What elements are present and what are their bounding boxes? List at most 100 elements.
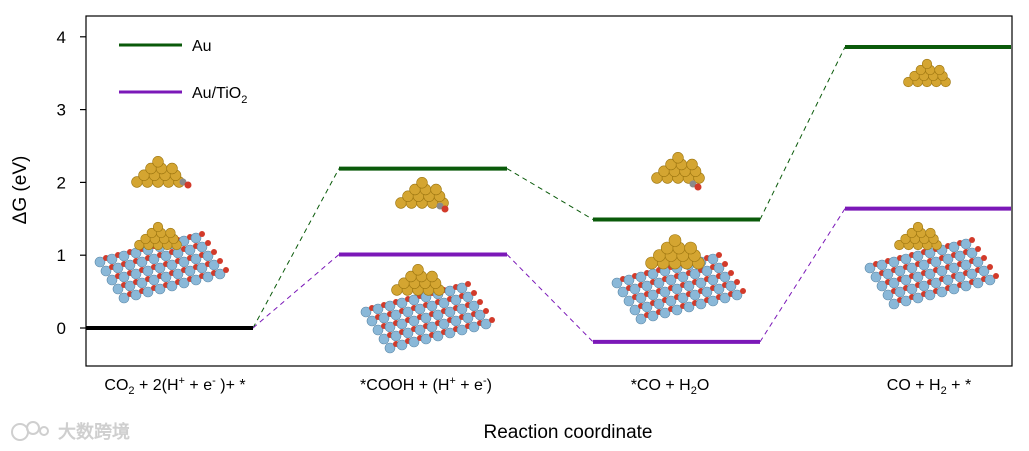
gold-atom: [152, 156, 164, 168]
o-atom: [205, 240, 211, 246]
au-on-tio2-3: [645, 234, 705, 270]
ti-atom: [154, 283, 166, 295]
ti-atom: [112, 283, 124, 295]
watermark-logo-icon: [11, 421, 49, 441]
watermark-text: 大数跨境: [58, 421, 130, 443]
ti-atom: [912, 292, 924, 304]
gold-atom: [166, 162, 178, 175]
gold-atom: [925, 227, 936, 239]
o-atom: [969, 237, 975, 243]
ti-atom: [100, 265, 112, 277]
connector-lines: [252, 46, 846, 343]
y-tick-label: 3: [57, 101, 66, 120]
o-atom: [981, 255, 987, 261]
au-cluster-1: [131, 156, 185, 188]
co-molecule-3: [689, 180, 702, 191]
ti-atom: [635, 313, 647, 325]
ti-atom: [936, 286, 948, 298]
au-cluster-4: [903, 58, 951, 88]
state-label-2: *COOH + (H+ + e-): [360, 375, 492, 394]
connector-au-tio2-3: [759, 208, 846, 343]
o-atom: [728, 270, 734, 276]
ti-atom: [888, 298, 900, 310]
gold-atom: [912, 221, 924, 233]
o-atom: [740, 288, 746, 294]
o-atom: [211, 249, 217, 255]
ti-atom: [366, 315, 378, 327]
gold-atom: [934, 64, 945, 76]
ti-atom: [695, 298, 707, 310]
ti-atom: [118, 292, 130, 304]
o-atom: [223, 267, 229, 273]
legend-au-label: Au: [192, 38, 212, 55]
au-cluster-3: [651, 152, 705, 184]
o-atom: [483, 308, 489, 314]
ti-atom: [360, 306, 372, 318]
gold-atom: [921, 58, 933, 70]
y-axis-ticks: 0 1 2 3 4: [57, 28, 86, 338]
ti-atom: [178, 277, 190, 289]
state-label-3: *CO + H2O: [631, 377, 710, 397]
x-axis-title: Reaction coordinate: [484, 422, 653, 443]
o-atom: [734, 279, 740, 285]
ti-atom: [882, 289, 894, 301]
o-atom: [975, 246, 981, 252]
gold-atom: [668, 234, 682, 247]
ti-atom: [707, 295, 719, 307]
gold-atom: [165, 227, 176, 239]
ti-atom: [731, 289, 743, 301]
ti-atom: [214, 268, 226, 280]
ti-atom: [984, 274, 996, 286]
y-tick-label: 2: [57, 173, 66, 192]
ti-atom: [166, 280, 178, 292]
tio2-slab-4: [864, 237, 999, 310]
ti-atom: [864, 262, 876, 274]
state-label-4: CO + H2 + *: [887, 377, 971, 397]
ti-atom: [611, 277, 623, 289]
co2-molecule-1: [179, 178, 192, 189]
cooh-molecule-2: [436, 202, 449, 213]
o-atom: [987, 264, 993, 270]
ti-atom: [130, 289, 142, 301]
y-tick-label: 4: [57, 28, 66, 47]
o-atom: [489, 317, 495, 323]
ti-atom: [924, 289, 936, 301]
o-atom: [184, 181, 192, 189]
gold-atom: [152, 221, 164, 233]
ti-atom: [420, 333, 432, 345]
watermark: 大数跨境: [11, 421, 130, 443]
ti-atom: [876, 280, 888, 292]
ti-atom: [683, 301, 695, 313]
ti-atom: [480, 318, 492, 330]
ti-atom: [617, 286, 629, 298]
gold-atom: [430, 183, 442, 196]
plot-frame: [85, 15, 1013, 367]
connector-au-1: [252, 168, 340, 329]
ti-atom: [142, 286, 154, 298]
gold-atom: [412, 264, 424, 276]
ti-atom: [960, 280, 972, 292]
y-tick-label: 0: [57, 319, 66, 338]
ti-atom: [623, 295, 635, 307]
gold-atom: [684, 241, 697, 255]
ti-atom: [432, 330, 444, 342]
ti-atom: [444, 327, 456, 339]
ti-atom: [948, 283, 960, 295]
ti-atom: [629, 304, 641, 316]
ti-atom: [408, 336, 420, 348]
structure-illustrations: [94, 58, 999, 354]
o-atom: [993, 273, 999, 279]
ti-atom: [972, 277, 984, 289]
ti-atom: [647, 310, 659, 322]
y-tick-label: 1: [57, 246, 66, 265]
o-atom: [217, 258, 223, 264]
ti-atom: [659, 307, 671, 319]
au-on-tio2-4: [894, 221, 942, 251]
ti-atom: [384, 342, 396, 354]
legend: Au Au/TiO2: [119, 38, 247, 106]
tio2-slab-1: [94, 231, 229, 304]
gold-atom: [426, 270, 438, 283]
ti-atom: [870, 271, 882, 283]
state-label-1: CO2 + 2(H+ + e- )+ *: [104, 375, 245, 397]
